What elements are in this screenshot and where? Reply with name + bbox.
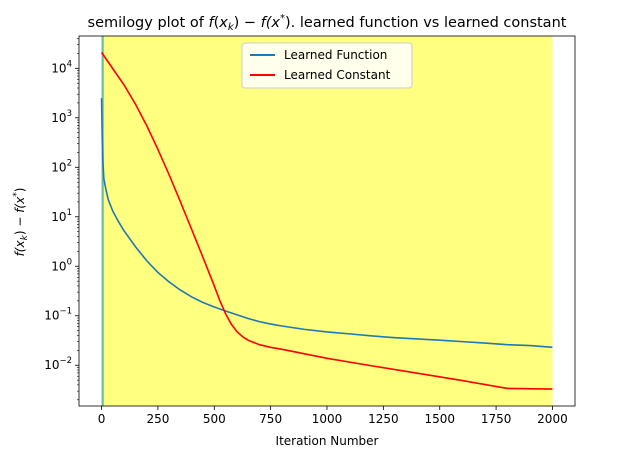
title-prefix: semilogy plot of [88,15,209,31]
y-axis-label: f(xk) − f(x*) [12,188,30,257]
ylabel-end: ) [13,188,27,193]
y-tick-label: 10−2 [44,356,72,372]
y-tick-label: 102 [51,158,72,174]
plot-area: 0 250 500 750 1000 1250 1500 1750 2000 10−2 10−1 10… [44,35,576,426]
legend: Learned Function Learned Constant [241,42,413,89]
series-line-learned-function [100,98,553,349]
x-axis-label: Iteration Number [276,434,379,448]
y-tick-label: 101 [51,208,72,224]
legend-label-learned-constant: Learned Constant [284,68,391,82]
y-tick-label: 100 [51,257,72,273]
legend-box [241,42,413,89]
title-sub1: k [228,22,235,33]
title-sup2: * [280,13,285,24]
ylabel-mid: ) − [13,213,27,235]
x-tick-label: 750 [259,412,282,426]
x-tick-label: 250 [146,412,169,426]
shaded-region [103,36,553,406]
x-tick-label: 1250 [368,412,399,426]
x-tick-label: 1750 [481,412,512,426]
title-mid: ) − [234,15,261,31]
legend-label-learned-function: Learned Function [284,48,387,62]
title-f1: f [208,15,215,31]
title-suffix: ). learned function vs learned constant [285,15,567,31]
title-x2: (x [266,15,281,31]
y-tick-label: 104 [51,59,72,75]
y-tick-label: 103 [51,109,72,125]
y-tick-label: 10−1 [44,307,72,323]
x-tick-label: 0 [98,412,106,426]
x-tick-label: 1500 [424,412,455,426]
x-tick-label: 2000 [537,412,568,426]
ylabel-x2: (x [13,196,27,209]
title-f2: f [261,15,268,31]
title-x1: x [218,15,228,31]
ylabel-sup2: * [12,192,22,197]
vertical-band [101,36,104,406]
ylabel-f2: f [13,207,27,213]
ylabel-x1: (x [13,240,27,253]
ylabel-sub1: k [20,234,30,240]
x-tick-label: 1000 [312,412,343,426]
chart-title: semilogy plot of f(xk) − f(x*). learned … [88,13,567,33]
x-tick-label: 500 [203,412,226,426]
ylabel-f1: f [13,250,27,256]
series-line-learned-constant [100,51,553,390]
